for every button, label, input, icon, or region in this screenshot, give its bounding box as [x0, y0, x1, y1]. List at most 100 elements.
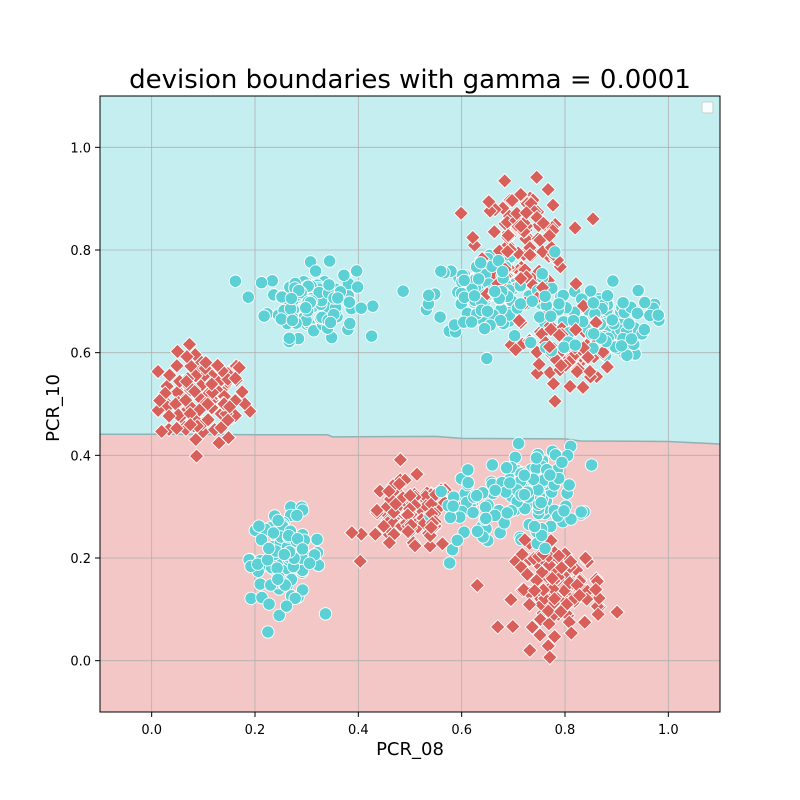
data-point-positive: [534, 495, 548, 510]
data-point-positive: [622, 317, 636, 331]
data-point-negative: [400, 523, 416, 540]
x-tick-label: 1.0: [658, 723, 679, 738]
data-point-positive: [488, 483, 502, 497]
data-point-negative: [482, 203, 498, 219]
data-point-positive: [651, 308, 665, 322]
data-point-negative: [563, 625, 580, 641]
legend-box: [701, 101, 714, 114]
y-tick-label: 1.0: [70, 141, 91, 156]
data-point-positive: [485, 458, 500, 472]
data-point-negative: [531, 356, 547, 373]
y-tick-label: 0.4: [70, 449, 91, 464]
data-point-positive: [354, 301, 368, 315]
data-point-positive: [555, 455, 569, 469]
data-point-negative: [590, 606, 606, 623]
data-point-positive: [587, 327, 601, 341]
data-point-negative: [576, 614, 593, 631]
data-point-negative: [161, 367, 178, 383]
data-point-positive: [525, 294, 539, 308]
data-point-positive: [331, 291, 345, 305]
chart-title: devision boundaries with gamma = 0.0001: [129, 65, 691, 95]
data-point-positive: [450, 533, 464, 547]
data-point-negative: [524, 619, 541, 635]
x-axis-label: PCR_08: [376, 739, 444, 760]
data-point-negative: [585, 211, 601, 227]
data-point-positive: [466, 505, 480, 520]
data-point-negative: [587, 581, 604, 598]
data-point-negative: [526, 582, 543, 599]
data-point-negative: [161, 408, 177, 424]
data-point-negative: [532, 627, 548, 643]
data-point-positive: [457, 273, 471, 288]
x-tick-label: 0.2: [245, 723, 266, 738]
data-point-negative: [540, 603, 557, 619]
data-point-positive: [586, 296, 601, 310]
data-point-positive: [527, 519, 542, 534]
data-point-positive: [488, 284, 502, 299]
data-point-positive: [274, 312, 288, 326]
data-point-positive: [538, 289, 552, 303]
data-point-positive: [254, 533, 269, 547]
data-point-positive: [252, 519, 266, 533]
data-point-negative: [540, 181, 556, 198]
data-point-negative: [571, 587, 588, 604]
data-point-negative: [387, 496, 404, 512]
data-point-positive: [262, 597, 276, 611]
data-point-positive: [511, 436, 526, 451]
data-point-negative: [186, 383, 203, 400]
data-point-negative: [169, 343, 186, 360]
data-point-negative: [375, 518, 392, 535]
data-point-positive: [480, 351, 494, 366]
data-point-positive: [477, 321, 492, 336]
data-point-positive: [284, 291, 299, 306]
data-point-negative: [220, 429, 237, 446]
data-point-negative: [197, 354, 214, 371]
data-point-positive: [478, 500, 493, 514]
data-point-positive: [467, 289, 482, 303]
data-point-positive: [279, 599, 294, 613]
x-tick-label: 0.8: [555, 723, 576, 738]
data-point-positive: [265, 274, 279, 288]
data-point-negative: [541, 227, 558, 244]
data-point-positive: [470, 524, 485, 538]
data-point-positive: [503, 476, 517, 490]
data-point-negative: [352, 553, 369, 570]
data-point-positive: [616, 296, 630, 310]
data-point-positive: [461, 463, 475, 477]
data-point-negative: [178, 373, 195, 390]
data-point-positive: [295, 542, 310, 556]
data-point-negative: [547, 393, 563, 410]
data-point-positive: [552, 297, 566, 311]
data-point-positive: [434, 484, 448, 499]
data-point-positive: [323, 315, 338, 330]
data-point-negative: [204, 384, 221, 401]
x-tick-label: 0.4: [348, 723, 369, 738]
data-point-positive: [543, 468, 557, 482]
data-point-negative: [562, 553, 579, 570]
data-point-positive: [396, 284, 410, 298]
data-point-negative: [529, 365, 545, 382]
data-point-positive: [307, 324, 321, 338]
data-point-negative: [182, 416, 199, 433]
data-point-positive: [624, 332, 639, 346]
data-point-positive: [308, 264, 323, 278]
data-point-negative: [567, 321, 584, 338]
data-point-positive: [574, 505, 588, 519]
data-point-positive: [500, 506, 514, 520]
data-point-negative: [535, 215, 552, 232]
data-point-negative: [187, 431, 204, 448]
data-point-negative: [515, 581, 532, 598]
data-point-positive: [584, 458, 599, 472]
data-point-positive: [630, 306, 645, 320]
data-point-positive: [471, 272, 486, 286]
data-point-positive: [470, 488, 484, 503]
data-point-negative: [151, 392, 168, 409]
data-point-negative: [392, 451, 409, 468]
data-point-negative: [528, 169, 545, 186]
data-point-negative: [562, 378, 578, 395]
data-point-negative: [521, 642, 538, 659]
data-point-negative: [513, 218, 529, 235]
data-point-positive: [272, 608, 286, 623]
data-point-positive: [343, 316, 357, 331]
data-point-positive: [513, 297, 528, 311]
